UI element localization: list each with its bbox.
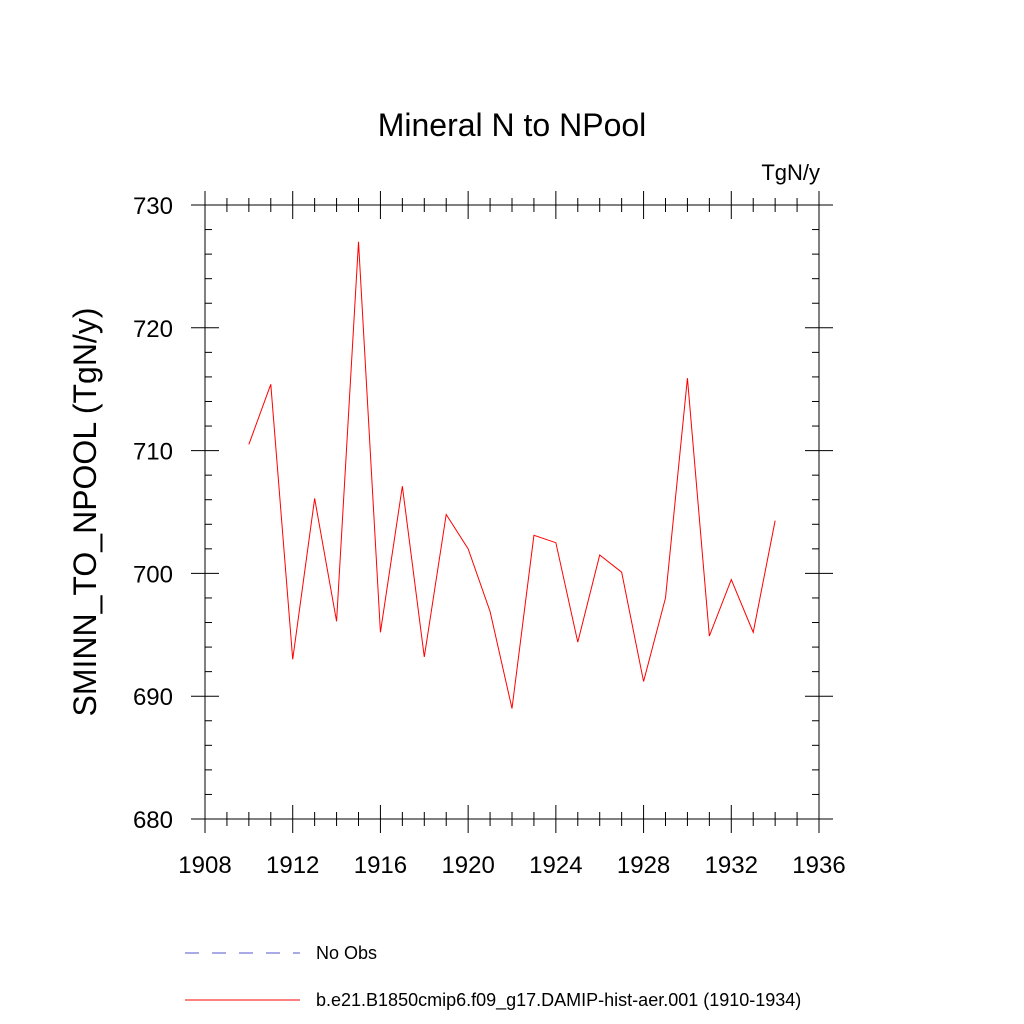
y-tick-label: 730 [133, 193, 173, 220]
y-tick-label: 690 [133, 684, 173, 711]
legend-label-no-obs: No Obs [316, 943, 377, 963]
x-tick-label: 1920 [441, 852, 494, 879]
x-tick-label: 1908 [178, 852, 231, 879]
legend-label-model: b.e21.B1850cmip6.f09_g17.DAMIP-hist-aer.… [316, 990, 801, 1011]
x-tick-label: 1936 [792, 852, 845, 879]
y-tick-label: 700 [133, 561, 173, 588]
series-line [248, 241, 776, 709]
x-tick-label: 1916 [354, 852, 407, 879]
x-tick-label: 1932 [705, 852, 758, 879]
legend: No Obs b.e21.B1850cmip6.f09_g17.DAMIP-hi… [185, 943, 801, 1011]
x-tick-label: 1928 [617, 852, 670, 879]
y-tick-label: 720 [133, 316, 173, 343]
series-lines [248, 241, 776, 709]
axis-ticks [191, 191, 833, 833]
y-axis-label: SMINN_TO_NPOOL (TgN/y) [67, 308, 103, 717]
x-tick-label: 1924 [529, 852, 582, 879]
y-tick-label: 710 [133, 439, 173, 466]
y-tick-label: 680 [133, 807, 173, 834]
plot-frame [204, 204, 820, 820]
x-tick-label: 1912 [266, 852, 319, 879]
units-label: TgN/y [761, 160, 820, 185]
chart-title: Mineral N to NPool [378, 107, 647, 143]
axis-tick-labels: 1908 1912 1916 1920 1924 1928 1932 1936 680 690 70… [133, 193, 846, 879]
